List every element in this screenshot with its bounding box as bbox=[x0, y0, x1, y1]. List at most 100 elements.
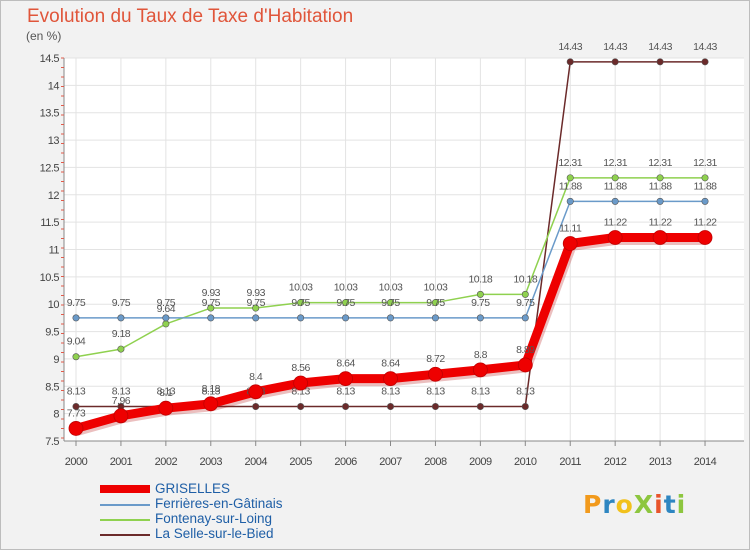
legend-label: Ferrières-en-Gâtinais bbox=[155, 496, 283, 511]
data-point bbox=[701, 197, 709, 205]
data-point bbox=[387, 403, 395, 411]
data-point bbox=[248, 384, 264, 400]
data-point bbox=[342, 403, 350, 411]
data-label: 12.31 bbox=[693, 157, 717, 169]
data-point bbox=[297, 314, 305, 322]
chart-title: Evolution du Taux de Taxe d'Habitation bbox=[27, 6, 354, 27]
data-point bbox=[252, 403, 260, 411]
data-point bbox=[656, 58, 664, 66]
data-point bbox=[207, 304, 215, 312]
data-point bbox=[611, 174, 619, 182]
data-point bbox=[431, 299, 439, 307]
data-label: 10.03 bbox=[424, 282, 448, 294]
data-point bbox=[387, 314, 395, 322]
data-label: 9.93 bbox=[202, 287, 221, 299]
data-label: 9.75 bbox=[202, 297, 221, 309]
x-tick-label: 2012 bbox=[604, 456, 627, 468]
data-point bbox=[652, 230, 668, 245]
data-label: 8.56 bbox=[291, 362, 310, 374]
y-tick-label: 9.5 bbox=[45, 327, 59, 339]
data-point bbox=[338, 371, 353, 387]
data-label: 8.89 bbox=[516, 344, 535, 356]
data-label: 14.43 bbox=[603, 41, 627, 53]
legend-swatch bbox=[100, 504, 150, 506]
data-label: 14.43 bbox=[648, 41, 672, 53]
data-point bbox=[611, 197, 619, 205]
y-tick-label: 12 bbox=[48, 190, 60, 202]
y-tick-label: 11 bbox=[49, 245, 60, 257]
data-label: 8.18 bbox=[202, 383, 221, 395]
data-label: 9.75 bbox=[67, 297, 86, 309]
y-tick-label: 14.5 bbox=[40, 53, 60, 65]
data-label: 8.13 bbox=[426, 386, 445, 398]
y-tick-label: 8 bbox=[53, 409, 59, 421]
legend-label: Fontenay-sur-Loing bbox=[155, 511, 273, 526]
legend-swatch bbox=[100, 485, 150, 493]
data-label: 8.13 bbox=[336, 386, 355, 398]
data-label: 10.03 bbox=[379, 282, 403, 294]
legend-swatch bbox=[100, 534, 150, 536]
y-tick-label: 10 bbox=[48, 299, 60, 311]
data-point bbox=[517, 357, 533, 373]
data-point bbox=[476, 314, 484, 322]
data-label: 9.75 bbox=[291, 297, 310, 309]
data-label: 8.64 bbox=[381, 358, 400, 370]
proxiti-logo: ProXiti bbox=[583, 490, 687, 519]
data-label: 8.1 bbox=[159, 387, 173, 399]
x-tick-label: 2005 bbox=[289, 456, 312, 468]
y-tick-label: 13 bbox=[48, 135, 60, 147]
data-label: 12.31 bbox=[603, 157, 627, 169]
data-label: 8.13 bbox=[202, 386, 221, 398]
x-tick-label: 2006 bbox=[334, 456, 357, 468]
data-label: 11.88 bbox=[559, 180, 583, 192]
data-point bbox=[697, 230, 713, 245]
unit-label: (en %) bbox=[26, 29, 62, 43]
y-tick-label: 8.5 bbox=[45, 381, 59, 393]
data-label: 9.75 bbox=[381, 297, 400, 309]
data-label: 14.43 bbox=[558, 41, 582, 53]
data-point bbox=[476, 403, 484, 411]
data-label: 11.22 bbox=[694, 216, 718, 228]
x-tick-label: 2003 bbox=[200, 456, 223, 468]
data-label: 8.72 bbox=[426, 353, 445, 365]
data-point bbox=[562, 236, 578, 251]
y-tick-label: 9 bbox=[53, 354, 59, 366]
data-point bbox=[342, 314, 350, 322]
data-label: 9.04 bbox=[67, 336, 86, 348]
legend-label: GRISELLES bbox=[155, 481, 231, 496]
data-point bbox=[656, 197, 664, 205]
data-point bbox=[117, 345, 125, 353]
x-tick-label: 2014 bbox=[694, 456, 717, 468]
data-label: 11.22 bbox=[604, 216, 628, 228]
y-tick-label: 7.5 bbox=[45, 436, 59, 448]
data-point bbox=[68, 421, 84, 436]
data-point bbox=[472, 362, 488, 378]
x-tick-label: 2007 bbox=[379, 456, 402, 468]
data-point bbox=[428, 366, 443, 382]
x-tick-label: 2004 bbox=[244, 456, 267, 468]
data-label: 11.88 bbox=[604, 180, 628, 192]
x-tick-label: 2013 bbox=[649, 456, 672, 468]
x-tick-label: 2001 bbox=[110, 456, 133, 468]
data-point bbox=[207, 314, 215, 322]
data-point bbox=[431, 403, 439, 411]
y-tick-label: 11.5 bbox=[40, 217, 59, 229]
y-tick-label: 10.5 bbox=[40, 272, 60, 284]
data-point bbox=[113, 408, 129, 424]
data-point bbox=[521, 314, 529, 322]
data-point bbox=[566, 197, 574, 205]
data-label: 8.13 bbox=[516, 386, 535, 398]
data-point bbox=[656, 174, 664, 182]
data-label: 9.64 bbox=[157, 303, 176, 315]
data-label: 11.11 bbox=[559, 222, 582, 234]
data-label: 9.75 bbox=[247, 297, 266, 309]
x-tick-label: 2011 bbox=[559, 456, 581, 468]
data-label: 8.4 bbox=[249, 371, 263, 383]
data-label: 11.88 bbox=[649, 180, 673, 192]
data-label: 8.13 bbox=[67, 386, 86, 398]
y-tick-label: 12.5 bbox=[40, 162, 60, 174]
data-point bbox=[701, 174, 709, 182]
data-point bbox=[297, 299, 305, 307]
data-label: 8.13 bbox=[157, 386, 176, 398]
x-tick-label: 2010 bbox=[514, 456, 537, 468]
